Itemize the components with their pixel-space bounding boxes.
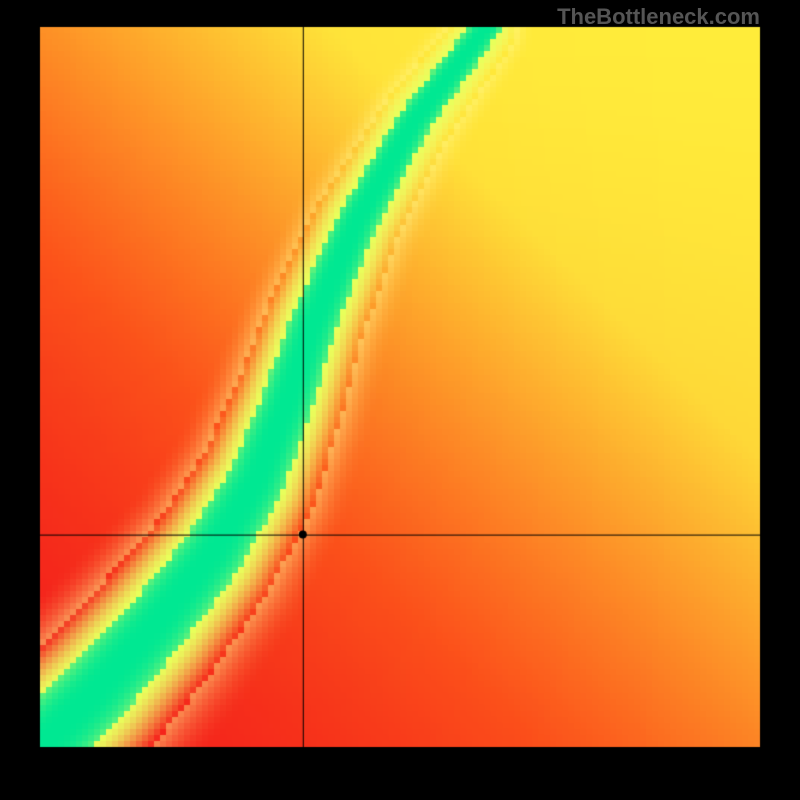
- chart-container: TheBottleneck.com: [0, 0, 800, 800]
- heatmap-canvas: [0, 0, 800, 800]
- watermark-text: TheBottleneck.com: [557, 4, 760, 30]
